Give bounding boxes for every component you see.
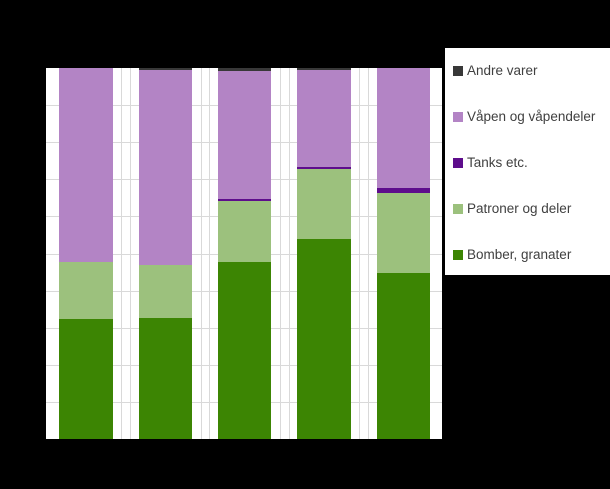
bar-segment [376,68,430,188]
legend-item: Patroner og deler [453,202,606,216]
bar-segment [59,68,113,263]
vertical-gridline [121,68,123,439]
stacked-bar-5 [376,68,430,439]
bar-segment [59,319,113,439]
vertical-gridline [200,68,202,439]
bar-segment [297,167,351,169]
bar-segment [376,187,430,194]
legend-swatch [453,66,463,77]
legend-swatch [453,158,463,168]
bar-segment [376,193,430,274]
vertical-gridline [130,68,132,439]
bar-segment [138,68,192,70]
bar-segment [217,70,272,200]
bar-segment [217,199,272,202]
bar-segment [217,201,272,263]
bar-segment [297,69,351,168]
legend-item: Våpen og våpendeler [453,110,606,124]
bar-segment [297,68,351,70]
vertical-gridline [288,68,290,439]
bar-segment [297,239,351,439]
bar-segment [138,69,192,266]
bar-segment [217,262,272,439]
vertical-gridline [280,68,281,439]
legend-swatch [453,249,463,260]
bar-segment [138,318,192,439]
bar-segment [297,168,351,240]
bar-segment [217,68,272,71]
vertical-gridline [368,68,369,439]
legend-item: Bomber, granater [453,246,606,262]
vertical-gridline [359,68,361,439]
vertical-gridline [209,68,211,439]
legend-label: Våpen og våpendeler [467,108,596,124]
stacked-bar-4 [297,68,351,439]
bar-segment [59,262,113,320]
legend-label: Patroner og deler [467,200,572,216]
legend-label: Tanks etc. [467,154,528,170]
legend-label: Bomber, granater [467,246,572,262]
bar-segment [376,273,430,439]
stacked-bar-1 [59,68,113,439]
bar-segment [138,265,192,319]
legend-label: Andre varer [467,63,538,78]
stacked-bar-2 [138,68,192,439]
legend-swatch [453,203,463,214]
legend-swatch [453,112,463,123]
legend: Andre varer Våpen og våpendeler Tanks etc.… [445,48,610,275]
stacked-bar-3 [217,68,272,439]
legend-item: Andre varer [453,64,606,78]
legend-item: Tanks etc. [453,156,606,170]
plot-area [46,68,442,439]
